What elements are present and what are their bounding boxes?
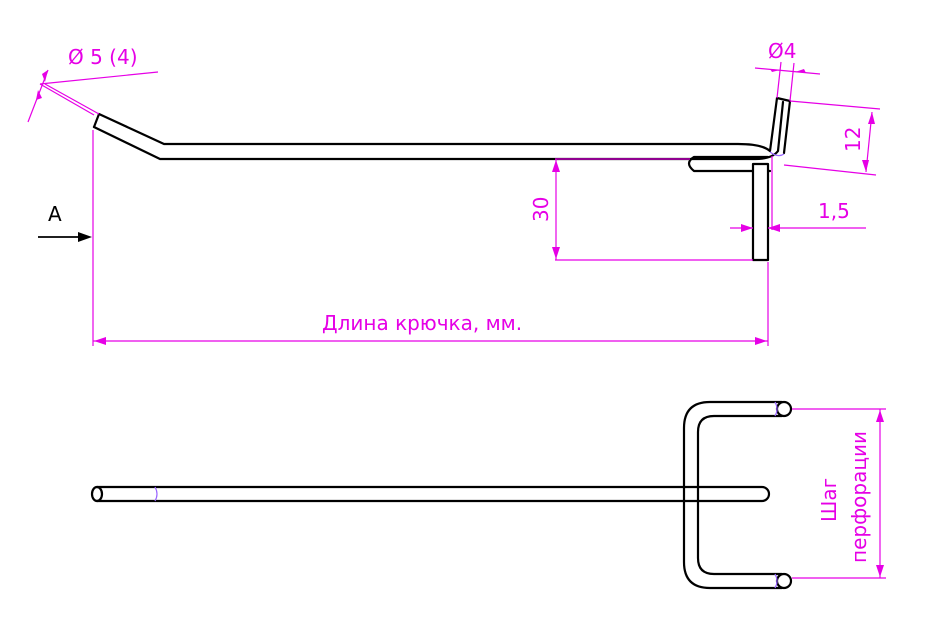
top-rod [95, 485, 771, 503]
tip-height-label: 12 [841, 127, 865, 152]
bracket-inner [696, 414, 784, 576]
diameter-label: Ø 5 (4) [68, 45, 138, 69]
hook-rear-tip-edge [782, 99, 792, 155]
tip-height-dimension: 12 [783, 100, 881, 176]
tip-diameter-dimension: Ø4 [754, 39, 821, 102]
top-view: Шаг перфорации [90, 400, 886, 590]
diameter-dimension: Ø 5 (4) [27, 45, 159, 123]
bracket-bottom-section-mark [774, 573, 778, 589]
hook-return-bar [687, 155, 772, 173]
pitch-dimension: Шаг перфорации [792, 408, 886, 579]
hook-back-pin [751, 162, 770, 262]
offset-label: 1,5 [818, 199, 850, 223]
length-dimension: Длина крючка, мм. [92, 130, 769, 346]
bracket-outer [682, 400, 784, 590]
pitch-label-line1: Шаг [817, 478, 841, 522]
offset-dimension: 1,5 [730, 156, 866, 232]
bracket-top-end [775, 400, 793, 418]
hook-shaft-outline [92, 100, 785, 161]
tip-diameter-label: Ø4 [768, 39, 796, 63]
length-label: Длина крючка, мм. [322, 311, 522, 335]
top-rod-end [90, 485, 104, 503]
pitch-label-line2: перфорации [847, 431, 871, 563]
curl-radius-mark [769, 151, 785, 157]
drop-height-dimension: 30 [529, 158, 753, 261]
drop-height-label: 30 [529, 197, 553, 222]
view-arrow-a: A [38, 202, 92, 242]
hook-shaft-inner-outline [97, 96, 779, 153]
bracket-top-section-mark [774, 401, 778, 417]
bracket-bottom-end [775, 572, 793, 590]
side-view: Ø 5 (4) Ø4 12 30 [27, 39, 881, 346]
top-rod-section-mark [154, 486, 158, 502]
hook-rear-tip-end [775, 96, 792, 103]
hook-tip-end [92, 112, 101, 129]
view-arrow-label: A [48, 202, 62, 226]
